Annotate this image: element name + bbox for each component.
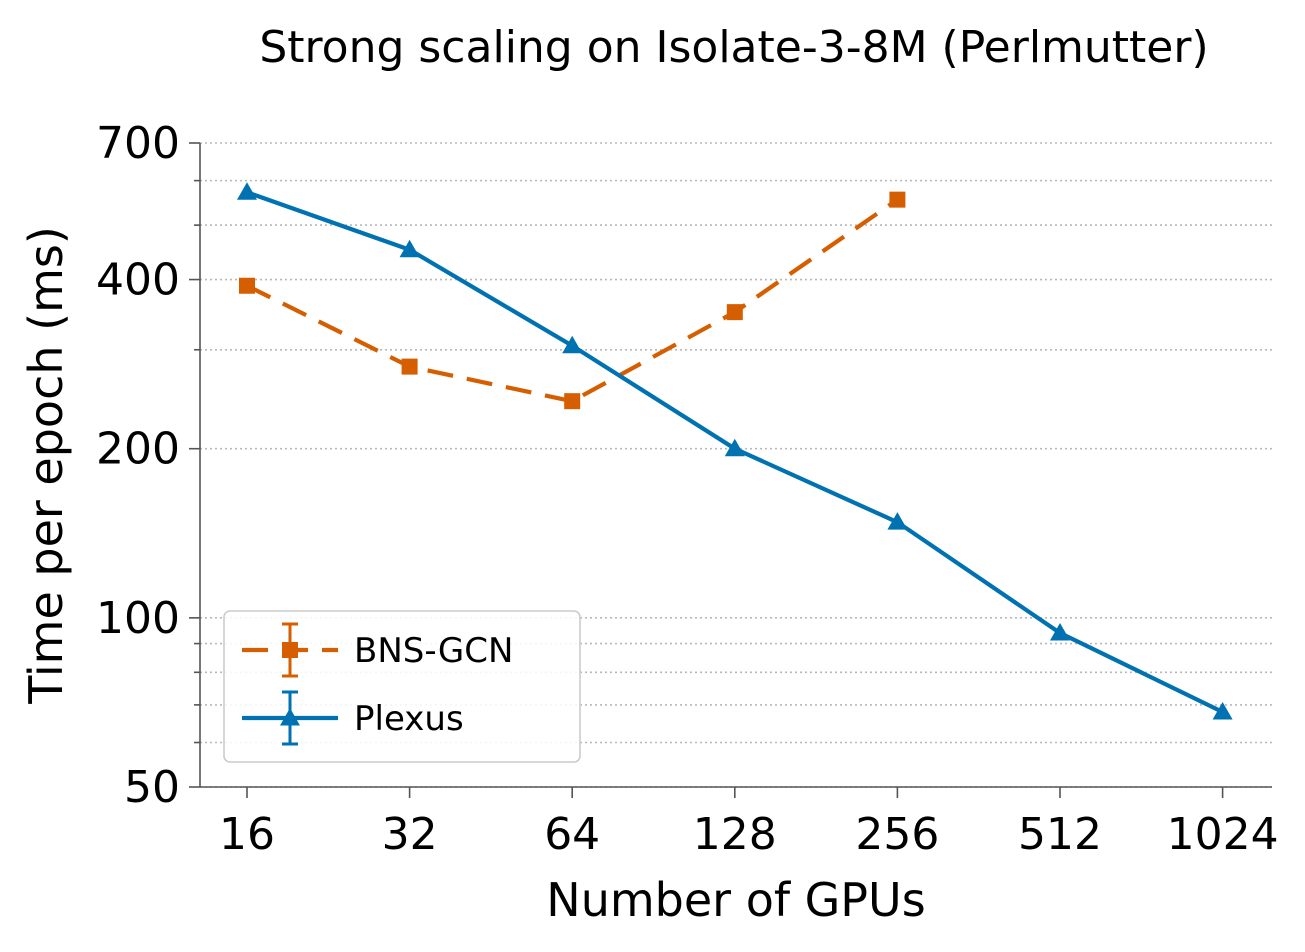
data-point — [564, 393, 581, 410]
y-tick-label: 200 — [96, 424, 180, 475]
legend-marker — [280, 708, 300, 726]
series-bns-gcn — [239, 191, 906, 410]
x-tick-label: 1024 — [1167, 809, 1279, 860]
legend-label: Plexus — [354, 699, 464, 739]
data-point — [239, 277, 255, 294]
x-tick-label: 256 — [855, 809, 939, 860]
x-tick-label: 128 — [693, 809, 777, 860]
data-point — [887, 512, 908, 530]
data-point — [401, 358, 418, 375]
x-tick-label: 32 — [382, 809, 438, 860]
y-tick-label: 100 — [96, 593, 180, 644]
x-tick-label: 64 — [544, 809, 600, 860]
data-point — [399, 239, 420, 258]
legend-entry: BNS-GCN — [242, 622, 513, 678]
data-point — [1212, 701, 1233, 720]
data-point — [1050, 622, 1070, 641]
data-point — [889, 191, 906, 208]
series-layer — [237, 182, 1233, 720]
legend-entry: Plexus — [242, 690, 464, 746]
legend-marker — [282, 642, 298, 658]
legend: BNS-GCN Plexus — [223, 610, 581, 763]
chart-title: Strong scaling on Isolate-3-8M (Perlmutt… — [259, 22, 1208, 73]
y-tick-label: 50 — [124, 762, 180, 813]
y-tick-label: 400 — [96, 255, 180, 306]
data-point — [726, 304, 743, 321]
x-tick-label: 16 — [219, 809, 275, 860]
axis-ticks: 50 100 200 400 700 16 32 64 128 256 512 1024 — [96, 118, 1279, 860]
y-axis-label: Time per epoch (ms) — [19, 226, 73, 705]
legend-box — [223, 610, 581, 763]
data-point — [237, 182, 257, 200]
data-point — [724, 438, 745, 457]
data-point — [562, 335, 583, 354]
series-plexus — [237, 182, 1233, 720]
legend-label: BNS-GCN — [354, 631, 513, 671]
x-axis-label: Number of GPUs — [546, 873, 925, 927]
x-tick-label: 512 — [1018, 809, 1102, 860]
series-line-bns-gcn — [246, 197, 899, 404]
y-tick-label: 700 — [96, 118, 180, 169]
